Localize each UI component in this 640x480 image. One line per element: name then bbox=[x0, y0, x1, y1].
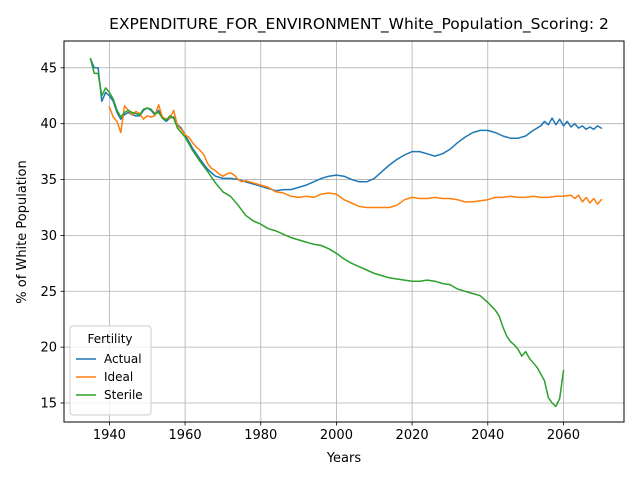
y-tick-label: 35 bbox=[40, 173, 57, 188]
chart-title: EXPENDITURE_FOR_ENVIRONMENT_White_Popula… bbox=[109, 15, 609, 34]
x-tick-label: 1980 bbox=[244, 428, 277, 443]
x-tick-label: 2040 bbox=[471, 428, 504, 443]
series-line-ideal bbox=[108, 103, 603, 209]
x-tick-label: 2000 bbox=[320, 428, 353, 443]
gridlines bbox=[64, 41, 624, 422]
y-tick-label: 45 bbox=[40, 61, 57, 76]
y-tick-label: 30 bbox=[40, 229, 57, 244]
legend-label-actual: Actual bbox=[104, 352, 142, 366]
y-tick-label: 20 bbox=[40, 341, 57, 356]
legend-box bbox=[69, 325, 152, 416]
x-tick-label: 2060 bbox=[547, 428, 580, 443]
legend-title: Fertility bbox=[87, 332, 132, 346]
x-tick-label: 1960 bbox=[169, 428, 202, 443]
plot-frame bbox=[63, 40, 625, 423]
x-tick-label: 1940 bbox=[93, 428, 126, 443]
series-line-sterile bbox=[89, 57, 565, 408]
legend-label-sterile: Sterile bbox=[104, 388, 143, 402]
y-tick-label: 40 bbox=[40, 117, 57, 132]
y-tick-label: 25 bbox=[40, 285, 57, 300]
legend-entries: Actual Ideal Sterile bbox=[76, 352, 143, 402]
x-axis-label: Years bbox=[326, 451, 362, 466]
y-axis-label: % of White Population bbox=[15, 160, 30, 303]
y-axis: 15 20 25 30 35 40 45 bbox=[40, 61, 64, 412]
x-axis: 1940 1960 1980 2000 2020 2040 2060 bbox=[93, 422, 580, 443]
y-tick-label: 15 bbox=[40, 397, 57, 412]
legend-label-ideal: Ideal bbox=[104, 370, 133, 384]
legend: Fertility Actual Ideal Sterile bbox=[69, 325, 152, 416]
x-tick-label: 2020 bbox=[396, 428, 429, 443]
series-layer bbox=[89, 57, 603, 408]
